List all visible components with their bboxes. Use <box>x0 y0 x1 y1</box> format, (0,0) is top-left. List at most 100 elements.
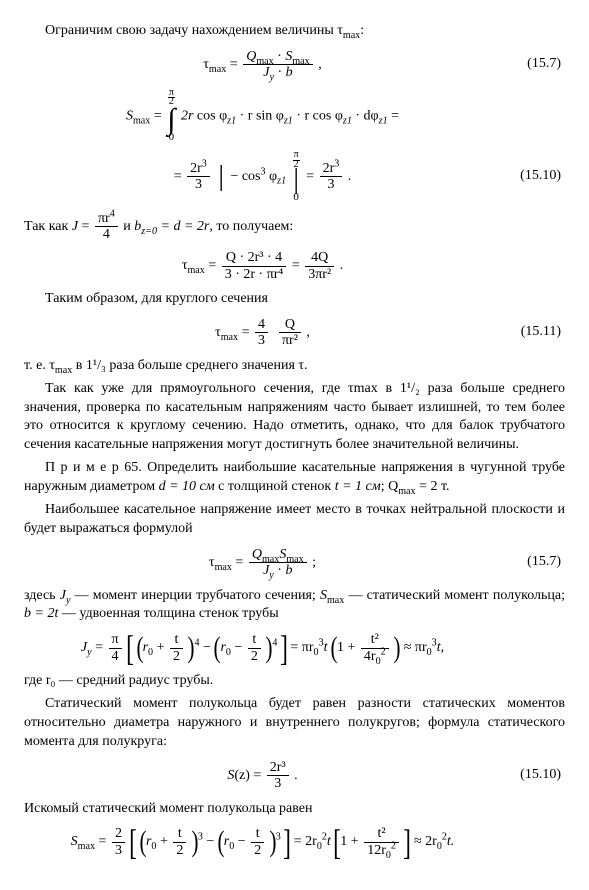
op: 1 + <box>337 640 359 655</box>
bidx: z=0 <box>141 225 157 236</box>
eq-taumax-deriv: τmax = Q · 2r³ · 4 3 · 2r · πr⁴ = 4Q 3πr… <box>24 250 565 282</box>
Qpir2: Q πr² <box>279 317 301 349</box>
sub: max <box>78 841 95 852</box>
f1: Q · 2r³ · 4 3 · 2r · πr⁴ <box>222 250 287 282</box>
stat-paragraph: Статический момент полукольца будет раве… <box>24 695 565 752</box>
sub: max <box>221 332 238 343</box>
d: 2 <box>251 843 264 858</box>
n: 4Q <box>305 250 334 266</box>
Q: Q <box>252 547 262 562</box>
S: S <box>126 108 133 123</box>
a: Так как <box>24 219 72 234</box>
a: здесь <box>24 588 60 603</box>
d: 3πr² <box>305 267 334 282</box>
sub: max <box>133 115 150 126</box>
sub: max <box>215 562 232 573</box>
eq-body: τmax = Q · 2r³ · 4 3 · 2r · πr⁴ = 4Q 3πr… <box>24 250 501 282</box>
d: 3 · 2r · πr⁴ <box>222 267 287 282</box>
n: Q · 2r³ · 4 <box>222 250 287 266</box>
iskom-line: Искомый статический момент полукольца ра… <box>24 800 565 819</box>
t2-12r02: t²12r02 <box>364 826 399 858</box>
tend: t. <box>447 835 454 850</box>
sub: max <box>187 265 204 276</box>
midt: t <box>327 835 331 850</box>
dot: . <box>291 768 298 783</box>
d: 4r <box>364 649 376 664</box>
dot: · <box>274 65 286 80</box>
two-r: 2r <box>181 108 193 123</box>
dphi: · dφ <box>352 108 379 123</box>
t2b: t2 <box>248 632 261 664</box>
pi4: π 4 <box>109 632 122 664</box>
y: y <box>87 647 91 658</box>
comma: , <box>303 325 310 340</box>
sub: max <box>292 56 309 67</box>
eq-body: Jy = π 4 [ (r0 + t2 )4 − (r0 − t2 )4 ] =… <box>24 632 501 664</box>
sub: max <box>55 365 72 376</box>
rect-paragraph: Так как уже для прямоугольного сечения, … <box>24 380 565 456</box>
sub: max <box>209 64 226 75</box>
t2a: t2 <box>170 632 183 664</box>
eq-15-7: τmax = Qmax · Smax Jy · b , (15.7) <box>24 49 565 81</box>
e: — статический момент полукольца; <box>344 588 565 603</box>
n: Q <box>279 317 301 333</box>
g: — удвоенная толщина стенок трубы <box>58 606 278 621</box>
brhs: = d = 2r <box>157 219 209 234</box>
n: π <box>109 632 122 648</box>
y: y <box>269 570 273 581</box>
r0-line: где r₀ — средний радиус трубы. <box>24 672 565 691</box>
ie-line: т. е. τmax в 1¹/₃ раза больше среднего з… <box>24 357 565 376</box>
eq-body: τmax = 4 3 Q πr² , <box>24 317 501 349</box>
eq-body: = 2r3 3 | − cos3 φz1 π2 | 0 = 2r3 3 . <box>24 151 501 202</box>
zero: 0 <box>293 192 300 203</box>
z2: 0 <box>229 841 234 852</box>
z: (z) <box>234 768 250 783</box>
b: и <box>123 219 134 234</box>
frac: 2r³ 3 <box>267 760 289 792</box>
eval-bar: | <box>218 155 224 199</box>
eq-Jy: Jy = π 4 [ (r0 + t2 )4 − (r0 − t2 )4 ] =… <box>24 632 565 664</box>
mid: = πr <box>290 640 313 655</box>
eq-body: S(z) = 2r³ 3 . <box>24 760 501 792</box>
z1d: z1 <box>379 115 388 126</box>
d: 4 <box>95 227 118 242</box>
apx: ≈ 2r <box>414 835 437 850</box>
here-line: здесь Jy — момент инерции трубчатого сеч… <box>24 587 565 625</box>
sub: max <box>327 594 344 605</box>
b: b <box>286 65 293 80</box>
phi: φ <box>266 169 278 184</box>
z1c: z1 <box>343 115 352 126</box>
frac: Qmax · Smax Jy · b <box>243 49 313 81</box>
f: = 2 т. <box>416 479 450 494</box>
z: 0 <box>151 841 156 852</box>
S: S <box>71 835 78 850</box>
d: 2 <box>170 649 183 664</box>
eval-limits: π2 | 0 <box>293 151 300 202</box>
n: t <box>248 632 261 648</box>
t2-4r02: t²4r02 <box>361 632 389 664</box>
d: 3 <box>255 333 268 348</box>
S: S <box>320 588 327 603</box>
frac2: 2r3 3 <box>320 161 343 193</box>
eq-number: (15.10) <box>501 766 565 785</box>
c: , то получаем: <box>209 219 293 234</box>
f2: 4Q 3πr² <box>305 250 334 282</box>
z2: 0 <box>226 647 231 658</box>
apx: ≈ πr <box>404 640 427 655</box>
dot: . <box>344 169 351 184</box>
intro-line: Ограничим свою задачу нахождением величи… <box>24 22 565 41</box>
n: πr <box>98 211 110 226</box>
sub: max <box>398 486 415 497</box>
t2b: t2 <box>251 826 264 858</box>
a: т. е. τ <box>24 358 55 373</box>
t2a: t2 <box>173 826 186 858</box>
n: t <box>173 826 186 842</box>
eq-number: (15.7) <box>501 553 565 572</box>
maxtau-line: Наибольшее касательное напряжение имеет … <box>24 501 565 539</box>
eq: = <box>78 219 93 234</box>
d: 4 <box>109 649 122 664</box>
n: t <box>251 826 264 842</box>
z1: z1 <box>227 115 236 126</box>
dot: . <box>336 258 343 273</box>
integral-sign: π2 ∫ 0 <box>167 89 175 144</box>
